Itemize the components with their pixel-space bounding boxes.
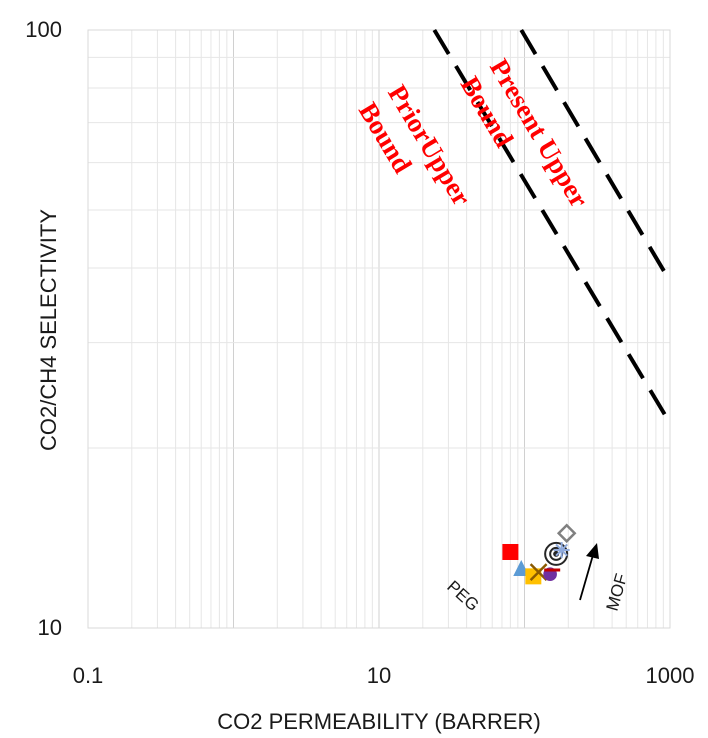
x-tick-label: 0.1 (73, 663, 104, 688)
data-point-diamond (556, 523, 577, 544)
upper-bound-lines (432, 28, 672, 425)
data-point-star-stroke (555, 543, 568, 557)
data-point-target-ring (544, 541, 569, 566)
data-point-square (502, 543, 519, 560)
x-tick-label: 10 (367, 663, 391, 688)
upper-bound-line (519, 28, 672, 283)
chart-grid (87, 29, 670, 629)
y-tick-label: 10 (38, 615, 62, 640)
plot-frame (87, 29, 671, 629)
y-axis-title: CO2/CH4 SELECTIVITY (36, 209, 61, 451)
x-tick-label: 1000 (646, 663, 695, 688)
mof-annotation: MOF (603, 572, 632, 614)
data-points (502, 523, 577, 585)
data-point-x (529, 563, 548, 582)
upper-bound-line (432, 28, 672, 425)
data-point-x-stroke (529, 563, 548, 582)
tick-labels: 0.1 10 1000 10 100 (25, 17, 694, 688)
peg-annotation: PEG (443, 577, 482, 615)
data-point-triangle (513, 559, 530, 576)
x-axis-title: CO2 PERMEABILITY (BARRER) (217, 709, 541, 734)
data-point-star (553, 542, 570, 559)
y-tick-label: 100 (25, 17, 62, 42)
mof-arrow (579, 543, 599, 601)
data-point-target (544, 541, 569, 566)
